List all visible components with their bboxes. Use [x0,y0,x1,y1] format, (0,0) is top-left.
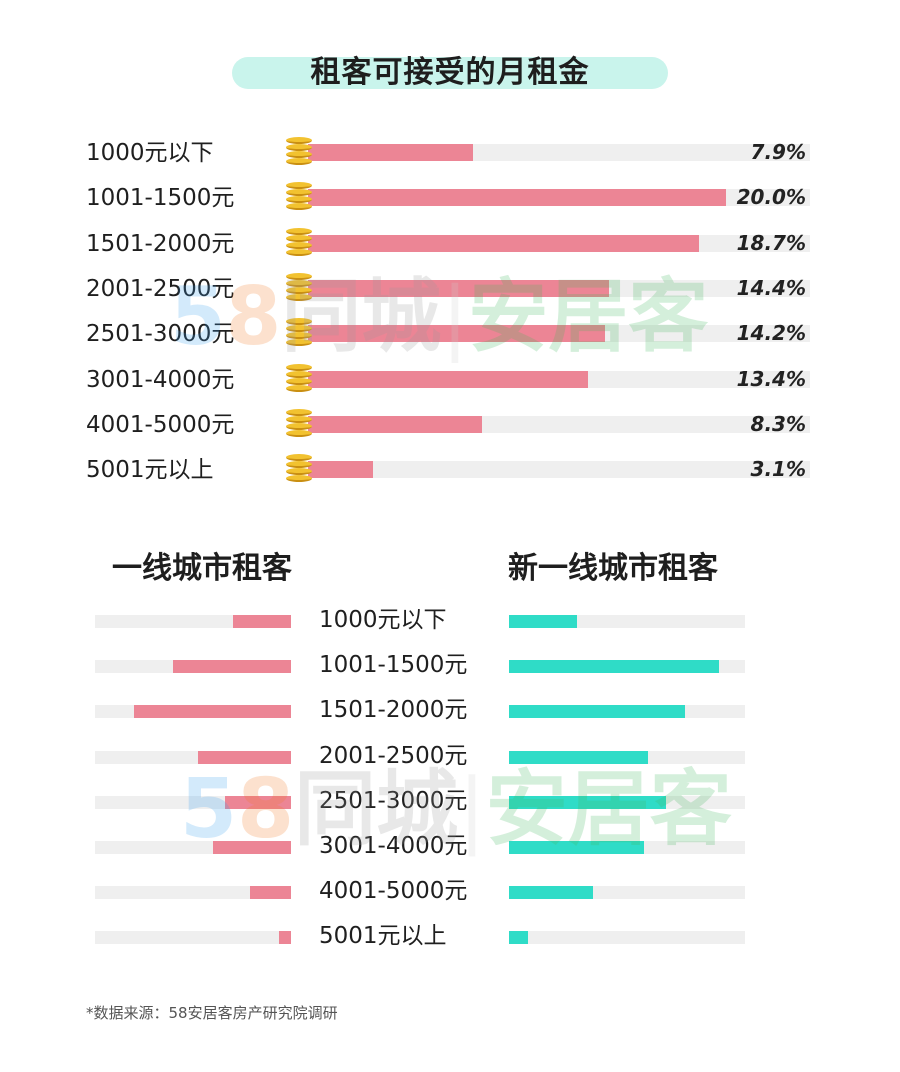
category-label: 1501-2000元 [319,697,468,724]
category-label: 1001-1500元 [319,652,468,679]
category-label: 2001-2500元 [86,275,235,302]
category-label: 2501-3000元 [86,321,235,348]
data-label: 3.1% [750,457,806,482]
right-bar [509,795,666,809]
left-bar [279,931,291,945]
coin-stack-icon [286,137,312,167]
category-label: 4001-5000元 [86,411,235,438]
category-label: 1001-1500元 [86,185,235,212]
data-label: 7.9% [750,140,806,164]
category-label: 1501-2000元 [86,230,235,257]
category-label: 1000元以下 [319,607,447,633]
coin-stack-icon [286,454,312,484]
coin-stack-icon [286,272,312,303]
category-label: 5001元以上 [86,457,214,484]
right-bar-track [509,931,745,945]
category-label: 1000元以下 [86,140,214,166]
left-bar [134,705,291,719]
data-label: 13.4% [736,366,806,391]
coin-stack-icon [286,318,312,348]
bar [308,415,482,433]
coin-stack-icon [286,363,312,394]
category-label: 2001-2500元 [319,742,468,769]
chart-title: 租客可接受的月租金 [310,55,590,90]
category-label: 3001-4000元 [86,366,235,393]
bar [308,189,726,207]
left-bar [173,660,291,674]
coin-stack-icon [286,182,312,212]
category-label: 3001-4000元 [319,833,468,859]
left-bar [250,886,291,900]
bar-track [308,461,810,479]
left-bar-track [95,886,291,900]
left-series-title: 一线城市租客 [112,551,292,586]
right-series-title: 新一线城市租客 [508,551,718,586]
data-source-note: *数据来源：58安居客房产研究院调研 [86,1004,338,1022]
left-bar [233,615,291,628]
right-bar [509,660,719,674]
bar [308,144,473,161]
data-label: 8.3% [750,411,806,436]
coin-stack-icon [286,408,312,439]
title-highlight [232,57,668,89]
bar [308,234,699,252]
category-label: 4001-5000元 [319,878,468,905]
right-bar [509,750,648,764]
category-label: 2501-3000元 [319,787,468,814]
bar [308,461,373,479]
right-bar [509,841,644,854]
right-bar [509,615,577,628]
left-bar [213,841,291,854]
bar [308,279,609,297]
data-label: 20.0% [736,185,806,210]
right-bar [509,886,593,900]
coin-stack-icon [286,227,312,258]
data-label: 18.7% [736,230,806,255]
right-bar [509,931,528,945]
category-label: 5001元以上 [319,923,447,950]
left-bar-track [95,931,291,945]
data-label: 14.2% [736,321,806,346]
data-label: 14.4% [736,275,806,300]
watermark-logo: 58同城|安居客 [170,252,708,368]
right-bar [509,705,685,719]
left-bar [198,750,291,764]
left-bar [225,795,291,809]
bar [308,370,588,388]
bar [308,325,605,343]
